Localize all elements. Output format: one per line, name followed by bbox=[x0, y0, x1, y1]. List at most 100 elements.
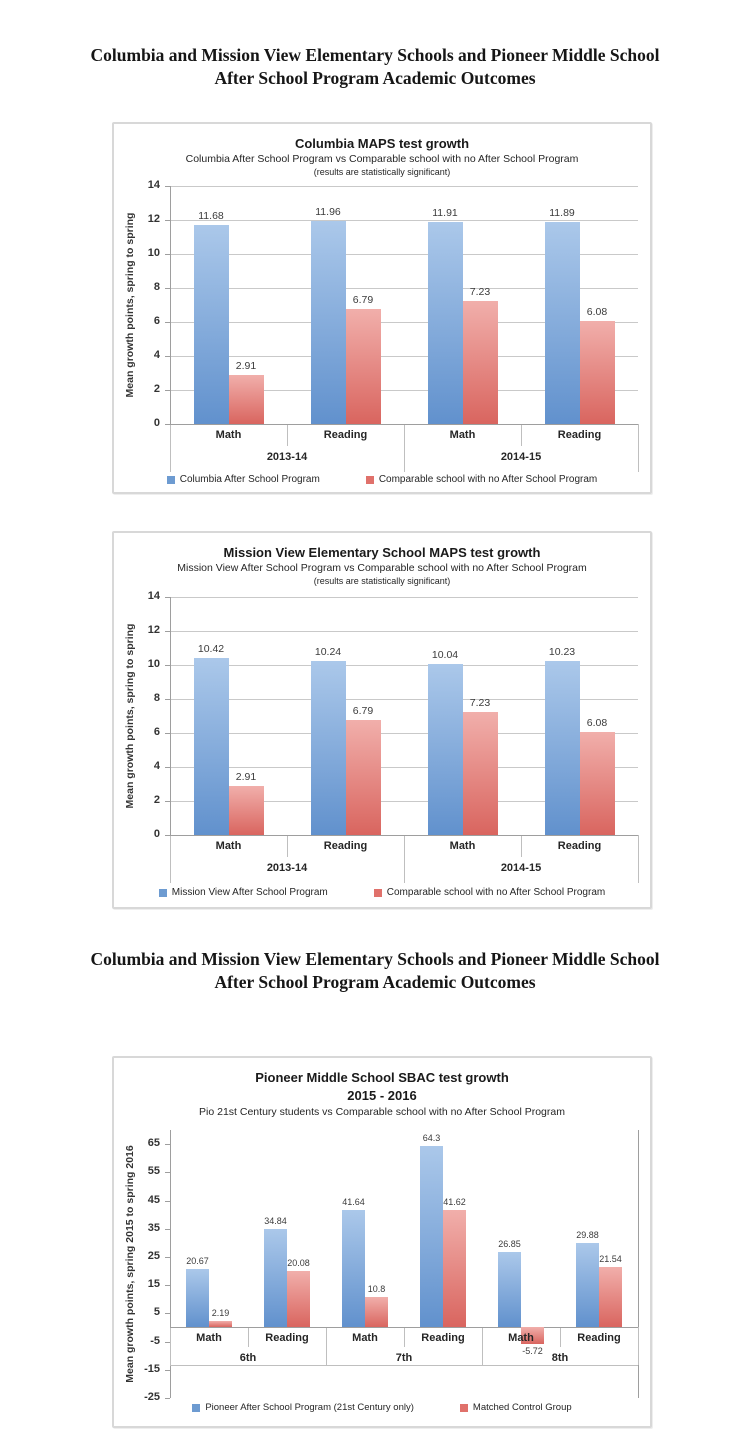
group-label: 6th bbox=[239, 1352, 257, 1365]
y-tick-label: 0 bbox=[153, 417, 160, 429]
category-label: Reading bbox=[557, 429, 602, 441]
y-tick-label: 25 bbox=[147, 1249, 160, 1262]
category-label: Math bbox=[352, 1332, 378, 1345]
y-tick-label: -15 bbox=[144, 1362, 160, 1375]
category-label: Math bbox=[215, 429, 242, 441]
legend-swatch-blue-icon bbox=[192, 1403, 201, 1412]
category-separator bbox=[248, 1327, 249, 1348]
category-separator bbox=[287, 424, 288, 446]
bar-value-label: 6.79 bbox=[352, 293, 374, 306]
bar-red-math-2 bbox=[365, 1297, 388, 1328]
chart-title: Columbia MAPS test growth bbox=[294, 136, 470, 151]
y-tick-label: 65 bbox=[147, 1137, 160, 1150]
y-tick-label: 0 bbox=[153, 828, 160, 840]
bar-value-label: 10.23 bbox=[548, 646, 576, 659]
bar-blue-math-0 bbox=[186, 1269, 209, 1328]
chart-legend: Mission View After School Program Compara… bbox=[114, 887, 650, 898]
y-tick-label: 8 bbox=[153, 692, 160, 704]
y-tick-label: 12 bbox=[147, 213, 160, 225]
document-title-line1: Columbia and Mission View Elementary Sch… bbox=[90, 45, 660, 65]
y-axis-tickmark bbox=[165, 767, 170, 768]
y-axis-tickmark bbox=[165, 1228, 170, 1230]
bar-value-label: 10.42 bbox=[197, 642, 225, 655]
bar-red-reading-3 bbox=[579, 731, 615, 835]
columbia-maps-chart: Columbia MAPS test growth Columbia After … bbox=[112, 122, 652, 494]
legend-item: Columbia After School Program bbox=[166, 474, 320, 485]
bar-value-label: 6.08 bbox=[586, 305, 608, 318]
group-label: 7th bbox=[395, 1352, 413, 1365]
y-tick-label: 2 bbox=[153, 383, 160, 395]
x-axis-line bbox=[170, 835, 638, 836]
y-axis-tickmark bbox=[165, 801, 170, 802]
category-label: Reading bbox=[557, 840, 602, 852]
x-axis-line bbox=[170, 1327, 638, 1329]
group-separator bbox=[638, 835, 639, 883]
bar-blue-reading-3 bbox=[544, 221, 580, 424]
y-axis-tickmark bbox=[165, 424, 170, 425]
y-axis-tickmark bbox=[165, 1256, 170, 1258]
bar-value-label: 34.84 bbox=[264, 1216, 287, 1227]
y-axis-tickmark bbox=[165, 665, 170, 666]
y-axis-line bbox=[170, 186, 171, 424]
document-title-line2: After School Program Academic Outcomes bbox=[214, 972, 536, 993]
bar-value-label: 11.91 bbox=[432, 206, 458, 219]
bar-blue-math-2 bbox=[427, 221, 463, 424]
y-tick-label: 5 bbox=[153, 1306, 160, 1319]
y-axis-tickmark bbox=[165, 1398, 170, 1399]
bar-red-math-2 bbox=[462, 712, 498, 835]
category-separator bbox=[404, 1327, 405, 1348]
legend-label: Columbia After School Program bbox=[179, 474, 320, 485]
group-label: 2014-15 bbox=[500, 451, 542, 463]
legend-swatch-blue-icon bbox=[166, 475, 175, 484]
gridline bbox=[170, 390, 638, 391]
y-axis-title: Mean growth points, spring to spring bbox=[124, 212, 136, 398]
bar-value-label: 41.64 bbox=[342, 1197, 365, 1207]
group-separator bbox=[638, 1327, 639, 1366]
legend-label: Matched Control Group bbox=[472, 1402, 572, 1413]
y-axis-tickmark bbox=[165, 631, 170, 632]
legend-item: Mission View After School Program bbox=[158, 887, 328, 898]
y-tick-label: 6 bbox=[153, 315, 160, 327]
bar-red-reading-1 bbox=[345, 719, 381, 835]
gridline bbox=[170, 322, 638, 323]
y-axis-tickmark bbox=[165, 1341, 170, 1343]
gridline bbox=[170, 356, 638, 357]
y-axis-tickmark bbox=[165, 835, 170, 836]
chart-note: (results are statistically significant) bbox=[313, 576, 451, 586]
y-axis-tickmark bbox=[165, 186, 170, 187]
legend-label: Mission View After School Program bbox=[171, 887, 328, 898]
bar-red-reading-3 bbox=[443, 1210, 466, 1328]
group-label: 2014-15 bbox=[500, 862, 542, 874]
bar-blue-math-2 bbox=[342, 1210, 365, 1328]
bar-value-label: 2.91 bbox=[235, 770, 257, 783]
bar-value-label: 7.23 bbox=[469, 286, 491, 299]
chart-title-year: 2015 - 2016 bbox=[347, 1088, 417, 1103]
y-axis-tickmark bbox=[165, 733, 170, 734]
gridline bbox=[170, 665, 638, 666]
y-axis-tickmark bbox=[165, 1172, 170, 1174]
gridline bbox=[170, 801, 638, 802]
legend-item: Matched Control Group bbox=[459, 1402, 572, 1413]
bar-red-math-0 bbox=[228, 785, 264, 835]
gridline bbox=[170, 254, 638, 255]
bar-blue-reading-3 bbox=[544, 661, 580, 835]
y-tick-label: 14 bbox=[147, 179, 160, 191]
category-label: Reading bbox=[265, 1332, 309, 1345]
category-label: Math bbox=[508, 1332, 534, 1345]
bar-red-reading-5 bbox=[599, 1266, 622, 1328]
y-tick-label: 8 bbox=[153, 281, 160, 293]
pioneer-sbac-chart: Pioneer Middle School SBAC test growth 20… bbox=[112, 1056, 652, 1428]
group-separator bbox=[170, 1327, 171, 1366]
chart-note: (results are statistically significant) bbox=[313, 167, 451, 177]
category-label: Reading bbox=[323, 429, 368, 441]
category-separator bbox=[560, 1327, 561, 1348]
gridline bbox=[170, 631, 638, 632]
y-axis-title: Mean growth points, spring to spring bbox=[124, 623, 136, 809]
bar-red-math-0 bbox=[209, 1321, 232, 1328]
document-title-repeat: Columbia and Mission View Elementary Sch… bbox=[0, 948, 750, 994]
gridline bbox=[170, 220, 638, 221]
chart-legend: Pioneer After School Program (21st Centu… bbox=[114, 1402, 650, 1413]
category-label: Math bbox=[449, 429, 476, 441]
y-axis-tickmark bbox=[165, 1369, 170, 1371]
